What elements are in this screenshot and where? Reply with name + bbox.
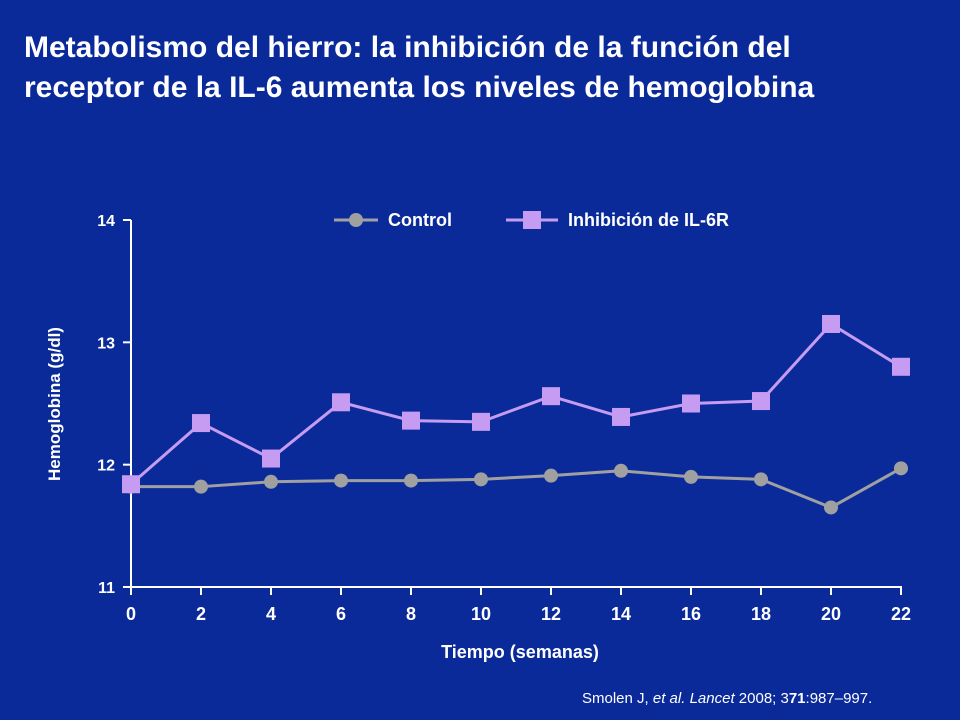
data-point-il6r [682,394,700,413]
x-tick-label: 14 [611,604,631,624]
page-title: Metabolismo del hierro: la inhibición de… [24,28,944,108]
x-tick-label: 10 [471,604,491,624]
citation: Smolen J, et al. Lancet 2008; 371:987–99… [582,690,873,707]
legend-label-control: Control [388,210,452,230]
data-point-control [334,473,348,488]
data-point-il6r [542,387,560,406]
x-tick-label: 8 [406,604,416,624]
data-point-il6r [122,475,140,494]
data-point-il6r [332,393,350,412]
x-tick-label: 12 [541,604,561,624]
y-tick-label: 12 [97,458,115,475]
y-tick-label: 13 [97,335,115,352]
title-line-1: Metabolismo del hierro: la inhibición de… [24,31,791,64]
data-point-control [824,500,838,515]
x-tick-label: 2 [196,604,206,624]
data-point-control [894,461,908,476]
data-point-control [404,473,418,488]
legend-marker-control [349,213,363,227]
y-axis-label: Hemoglobina (g/dl) [45,327,64,481]
legend-marker-il6r [523,211,541,229]
data-point-il6r [402,411,420,430]
data-point-control [614,463,628,478]
series-line-il6r [130,322,902,486]
data-point-il6r [262,449,280,468]
data-point-il6r [472,412,490,431]
x-tick-label: 4 [266,604,276,624]
title-line-2: receptor de la IL-6 aumenta los niveles … [24,71,815,104]
data-point-control [264,474,278,489]
data-point-control [474,472,488,487]
x-tick-label: 18 [751,604,771,624]
y-tick-label: 11 [98,580,115,597]
x-tick-label: 22 [891,604,911,624]
data-point-il6r [892,357,910,376]
x-axis-label: Tiempo (semanas) [441,642,599,662]
data-point-il6r [752,392,770,411]
data-point-control [194,479,208,494]
data-point-control [544,468,558,483]
legend-label-il6r: Inhibición de IL-6R [568,210,729,230]
x-tick-label: 6 [336,604,346,624]
x-tick-label: 0 [126,604,136,624]
data-point-control [684,469,698,484]
data-point-il6r [612,407,630,426]
data-point-control [754,472,768,487]
data-point-il6r [822,314,840,333]
x-tick-label: 16 [681,604,701,624]
y-tick-label: 14 [97,213,115,230]
data-point-il6r [192,414,210,433]
x-tick-label: 20 [821,604,841,624]
series-line-control [131,467,902,510]
